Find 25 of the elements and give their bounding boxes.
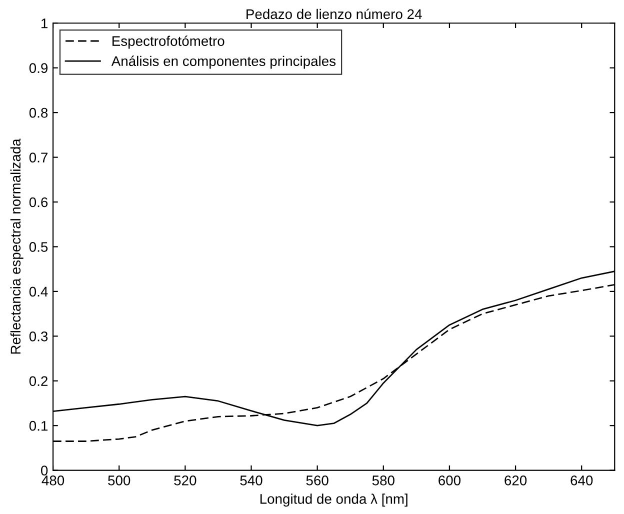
chart-title: Pedazo de lienzo número 24: [246, 8, 422, 20]
x-tick-label: 600: [438, 476, 461, 486]
x-tick-label: 640: [570, 476, 593, 486]
y-tick-label: 0.8: [29, 108, 48, 118]
x-tick-label: 560: [306, 476, 328, 486]
y-tick-label: 0.3: [29, 331, 48, 342]
y-tick-label: 0.5: [29, 242, 48, 252]
y-tick-label: 0.6: [29, 197, 48, 208]
y-tick-label: 0.9: [29, 63, 48, 74]
x-tick-label: 480: [42, 476, 64, 486]
x-axis-title: Longitud de onda λ [nm]: [260, 494, 408, 507]
x-tick-label: 580: [372, 476, 394, 486]
x-tick-label: 500: [108, 476, 130, 486]
legend-label: Análisis en componentes principales: [111, 56, 336, 69]
y-tick-label: 0.2: [29, 376, 48, 386]
x-tick-label: 620: [504, 476, 527, 486]
y-tick-label: 0.4: [29, 286, 48, 297]
x-tick-label: 520: [174, 476, 196, 486]
y-axis-title: Reflectancia espectral normalizada: [10, 138, 24, 354]
y-tick-label: 0: [41, 466, 48, 476]
legend-label: Espectrofotómetro: [112, 36, 224, 49]
y-tick-label: 1: [42, 18, 48, 28]
y-tick-label: 0.7: [29, 152, 48, 162]
x-tick-label: 540: [240, 476, 262, 486]
y-tick-label: 0.1: [29, 420, 48, 431]
